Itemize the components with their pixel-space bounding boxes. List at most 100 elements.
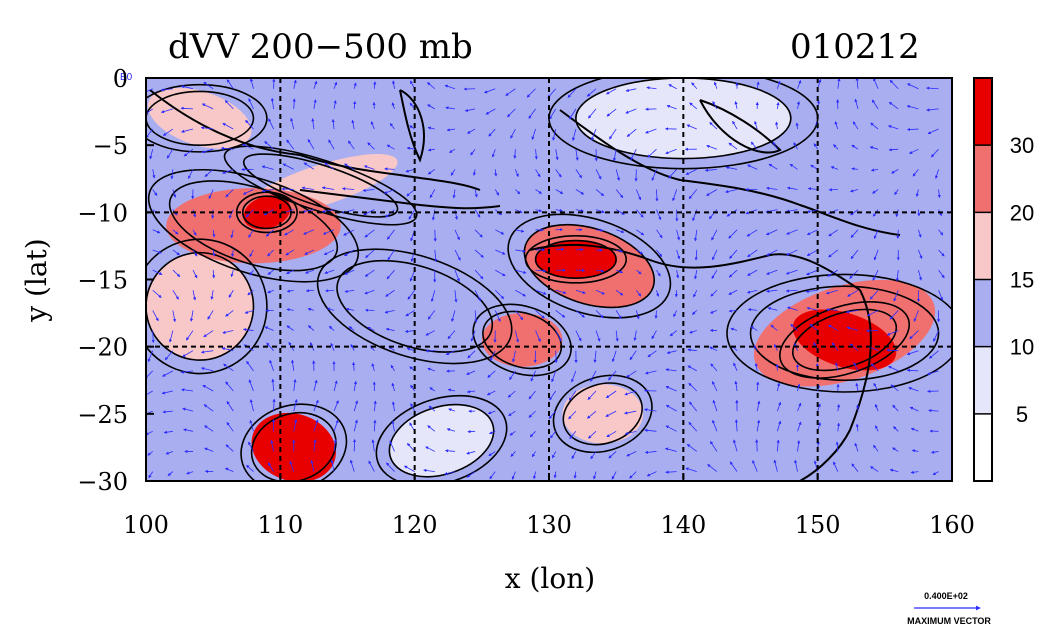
- wind-vector: [161, 390, 173, 395]
- wind-vector: [512, 350, 516, 363]
- wind-vector: [870, 168, 879, 172]
- wind-vector: [389, 440, 395, 452]
- wind-vector: [220, 146, 234, 150]
- wind-vector: [444, 471, 456, 476]
- wind-vector: [588, 108, 597, 119]
- wind-vector: [688, 382, 698, 392]
- wind-vector: [152, 289, 162, 298]
- wind-vector: [495, 229, 505, 235]
- wind-vector: [486, 390, 496, 396]
- wind-vector: [928, 350, 939, 359]
- wind-vector: [747, 269, 758, 276]
- wind-vector: [200, 367, 214, 372]
- wind-vector: [785, 289, 798, 293]
- wind-vector: [624, 390, 637, 396]
- wind-vector: [494, 189, 500, 196]
- wind-vector: [710, 289, 718, 297]
- wind-vector: [588, 431, 597, 439]
- wind-vector: [728, 289, 738, 295]
- grid-lines: [146, 78, 952, 481]
- wind-vector: [221, 347, 234, 352]
- x-tick-label: 130: [526, 511, 572, 539]
- wind-vector: [286, 139, 295, 150]
- wind-vector: [754, 120, 758, 130]
- wind-vector: [371, 439, 375, 452]
- wind-vector: [896, 229, 900, 240]
- wind-vector: [709, 310, 718, 314]
- wind-vector: [887, 125, 899, 130]
- wind-vector: [323, 249, 335, 255]
- wind-vector: [515, 209, 523, 214]
- wind-vector: [830, 166, 838, 170]
- wind-vector: [313, 379, 318, 392]
- wind-vector: [464, 108, 476, 112]
- wind-vector: [656, 249, 663, 258]
- wind-vector: [363, 165, 375, 170]
- wind-vector: [248, 441, 254, 452]
- wind-vector: [286, 325, 294, 331]
- wind-vector: [930, 148, 939, 158]
- wind-vector: [766, 289, 778, 293]
- wind-vector: [168, 330, 174, 343]
- contour-line: [316, 248, 513, 365]
- contour-line: [146, 251, 255, 361]
- wind-vector: [615, 209, 625, 215]
- wind-vector: [228, 209, 234, 219]
- wind-vector: [148, 471, 154, 479]
- wind-vector: [913, 310, 919, 322]
- wind-vector: [630, 149, 637, 161]
- wind-vector: [345, 307, 355, 311]
- wind-vector: [485, 108, 496, 115]
- wind-vector: [713, 81, 718, 89]
- y-tick-label: −15: [77, 267, 128, 295]
- wind-vector: [489, 350, 496, 362]
- wind-vector: [734, 380, 738, 392]
- wind-vector: [293, 79, 297, 89]
- wind-vector: [470, 330, 476, 342]
- wind-vector: [710, 363, 718, 372]
- wind-vector: [535, 189, 542, 194]
- wind-vector: [391, 420, 395, 432]
- wind-vector: [406, 189, 415, 197]
- wind-vector: [364, 229, 375, 238]
- wind-vector: [615, 310, 622, 320]
- wind-vector: [370, 121, 375, 130]
- wind-vector: [608, 451, 617, 459]
- wind-vector: [427, 425, 436, 432]
- wind-vector: [384, 167, 395, 171]
- wind-vector: [807, 187, 818, 191]
- wind-vector: [383, 189, 395, 194]
- wind-vector: [535, 209, 543, 213]
- wind-vector: [828, 229, 839, 237]
- wind-vector: [549, 431, 557, 439]
- wind-vector: [223, 363, 234, 372]
- wind-vector: [212, 229, 216, 238]
- wind-vector: [595, 209, 605, 214]
- wind-vector: [709, 346, 718, 352]
- wind-vector: [160, 88, 173, 92]
- wind-vector: [474, 249, 484, 258]
- wind-vector: [915, 189, 919, 198]
- x-tick-label: 140: [660, 511, 706, 539]
- wind-vector: [664, 447, 677, 452]
- shaded-region: [562, 384, 644, 444]
- wind-vector: [249, 419, 254, 432]
- wind-vector: [249, 78, 254, 89]
- wind-vector: [425, 330, 436, 336]
- contour-line: [507, 213, 672, 319]
- wind-vector: [918, 249, 923, 259]
- colorbar-swatch: [974, 346, 992, 414]
- wind-vector: [746, 289, 758, 294]
- wind-vector: [733, 362, 738, 372]
- wind-vector: [615, 330, 619, 342]
- wind-vector: [321, 209, 335, 213]
- wind-vector: [776, 439, 780, 452]
- wind-vector: [786, 249, 798, 256]
- wind-vector: [267, 249, 274, 257]
- wind-vector: [685, 467, 697, 472]
- wind-vector: [167, 471, 174, 476]
- y-axis-label: y (lat): [20, 238, 53, 322]
- wind-vector: [371, 363, 375, 371]
- wind-vector: [264, 141, 274, 150]
- wind-vector: [850, 209, 859, 216]
